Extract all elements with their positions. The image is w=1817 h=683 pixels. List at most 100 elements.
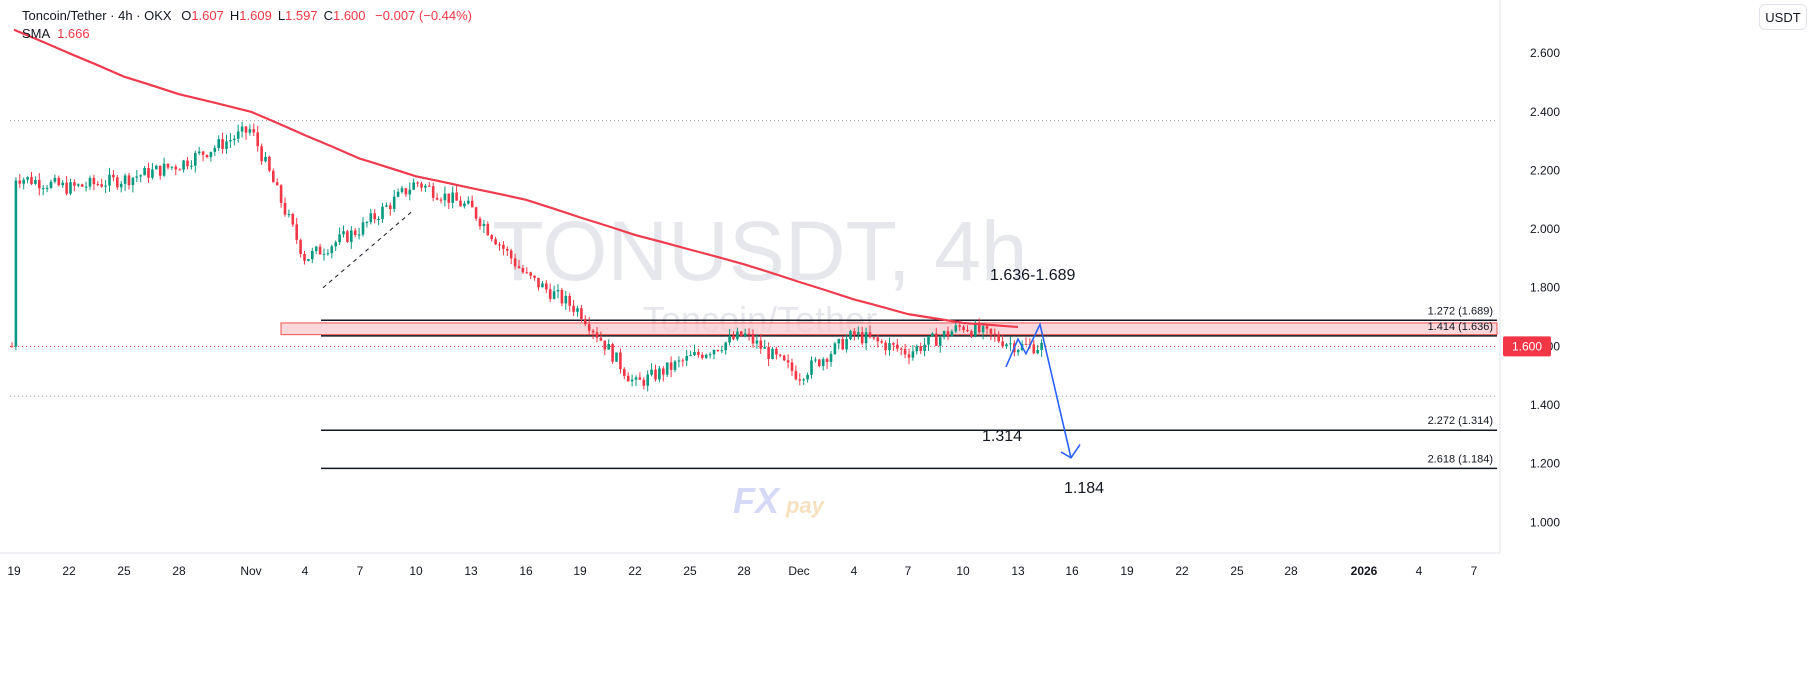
- candle-body: [197, 151, 201, 154]
- candle-body: [529, 272, 532, 276]
- candle-body: [685, 356, 688, 361]
- candle-body: [798, 379, 802, 381]
- sma-label[interactable]: SMA: [22, 26, 50, 41]
- fib-level-label: 1.272 (1.689): [1428, 305, 1493, 317]
- candle-body: [326, 253, 330, 255]
- candle-body: [84, 186, 88, 188]
- symbol-title[interactable]: Toncoin/Tether · 4h · OKX: [22, 8, 172, 23]
- candle-body: [213, 147, 217, 152]
- time-tick-label: 19: [1120, 564, 1134, 578]
- candle-body: [619, 352, 622, 370]
- candle-body: [451, 192, 454, 203]
- candle-body: [275, 182, 279, 186]
- candle-body: [845, 339, 848, 350]
- time-tick-label: 22: [62, 564, 76, 578]
- ohlc-item: O1.607: [181, 8, 224, 23]
- candle-body: [182, 160, 185, 170]
- candle-body: [194, 153, 197, 166]
- sma-value: 1.666: [57, 26, 90, 41]
- time-tick-label: 25: [683, 564, 697, 578]
- candle-body: [927, 336, 930, 345]
- candle-body: [412, 182, 415, 190]
- candle-body: [849, 331, 852, 340]
- candle-body: [1036, 349, 1039, 354]
- candle-body: [545, 283, 548, 290]
- candle-body: [525, 272, 529, 274]
- candle-body: [1016, 350, 1020, 353]
- candle-body: [190, 165, 193, 167]
- price-tick-label: 1.800: [1530, 281, 1560, 295]
- candle-body: [439, 199, 443, 201]
- candle-body: [958, 325, 961, 327]
- candle-body: [892, 343, 895, 345]
- time-tick-label: 22: [628, 564, 642, 578]
- candle-body: [318, 246, 322, 255]
- candle-body: [568, 295, 571, 306]
- candle-body: [677, 360, 681, 362]
- candle-body: [428, 185, 431, 187]
- candle-body: [151, 169, 154, 178]
- change-value: −0.007 (−0.44%): [375, 8, 473, 23]
- candle-body: [806, 374, 809, 380]
- candle-body: [272, 170, 275, 183]
- candle-body: [899, 348, 903, 350]
- annotation-layer: 1.636-1.689 1.314 1.184: [322, 211, 1104, 497]
- candle-body: [311, 250, 314, 260]
- ohlc-key: C: [323, 8, 333, 23]
- candle-body: [431, 186, 435, 198]
- candle-body: [478, 218, 482, 227]
- candle-body: [997, 335, 1000, 342]
- candle-body: [174, 166, 178, 170]
- candle-body: [404, 188, 408, 195]
- candle-body: [876, 337, 880, 342]
- candle-body: [77, 184, 80, 186]
- candle-body: [502, 244, 505, 249]
- candle-body: [755, 340, 759, 344]
- time-tick-label: 13: [464, 564, 478, 578]
- sma-layer: [13, 28, 1019, 329]
- candle-body: [782, 355, 786, 361]
- time-tick-label: 4: [302, 564, 309, 578]
- candle-body: [314, 246, 318, 251]
- candle-body: [283, 202, 287, 215]
- candle-body: [459, 200, 462, 207]
- candle-body: [49, 181, 53, 188]
- candle-body: [400, 188, 404, 192]
- candle-body: [53, 177, 57, 182]
- annotation-target-1: 1.314: [982, 428, 1022, 445]
- logo-pay-text: pay: [785, 493, 826, 518]
- candle-body: [260, 146, 263, 162]
- candle-body: [724, 342, 727, 351]
- candle-body: [92, 178, 96, 185]
- axes-layer: 2.600 2.400 2.200 2.000 1.800 1.600 1.400 1.200…: [0, 0, 1560, 578]
- candle-body: [474, 207, 478, 219]
- candle-body: [170, 166, 174, 168]
- time-tick-label: 28: [737, 564, 751, 578]
- candle-body: [962, 326, 965, 330]
- candle-body: [240, 126, 244, 132]
- candle-body: [681, 360, 685, 362]
- ohlc-value: 1.600: [332, 8, 366, 23]
- candle-body: [576, 308, 579, 312]
- candle-body: [131, 177, 135, 186]
- candle-body: [747, 333, 751, 335]
- candle-body: [642, 379, 646, 386]
- candle-body: [942, 331, 946, 338]
- candle-body: [392, 196, 396, 209]
- candle-body: [720, 350, 724, 352]
- candle-body: [517, 266, 521, 269]
- fib-level-label: 2.272 (1.314): [1428, 415, 1493, 427]
- candle-body: [970, 331, 973, 336]
- candle-body: [45, 187, 49, 189]
- candle-body: [73, 182, 76, 186]
- candle-body: [41, 188, 45, 190]
- candle-body: [794, 370, 798, 380]
- candle-body: [818, 359, 821, 367]
- candle-body: [821, 359, 825, 367]
- currency-button[interactable]: USDT: [1759, 4, 1807, 30]
- projection-arrow: [1005, 321, 1072, 458]
- candle-body: [810, 360, 813, 375]
- ohlc-key: H: [229, 8, 240, 23]
